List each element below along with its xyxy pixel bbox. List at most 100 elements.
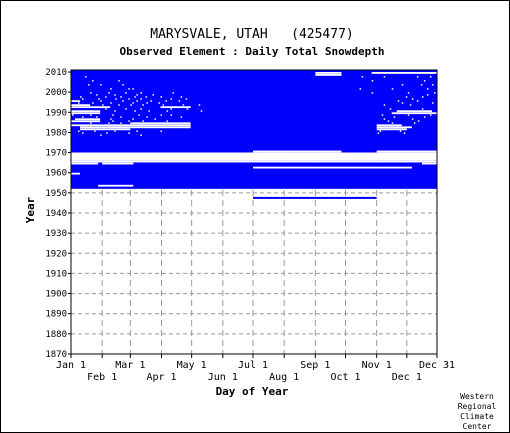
missing-day [391,122,394,124]
missing-day [431,84,434,86]
missing-segment [376,150,437,153]
missing-day [409,104,412,106]
missing-day [140,92,142,94]
missing-day [383,118,386,120]
missing-day [411,118,414,120]
missing-day [152,94,154,96]
missing-segment [71,158,437,161]
missing-day [166,120,169,122]
missing-day [110,88,112,90]
missing-day [82,116,84,118]
missing-day [180,116,183,118]
missing-day [431,102,434,104]
missing-day [136,100,138,102]
missing-segment [421,162,437,165]
missing-day [142,104,144,106]
missing-day [118,80,120,82]
missing-day [421,96,424,98]
missing-day [132,118,134,120]
missing-day [379,130,382,132]
missing-day [92,80,94,82]
missing-day [399,130,402,132]
missing-segment [71,112,101,115]
missing-day [407,114,410,116]
x-tick-label: Jul 1 [238,360,268,371]
missing-day [397,100,400,102]
missing-day [150,100,152,102]
missing-day [377,132,380,134]
missing-day [100,84,102,86]
missing-day [146,102,148,104]
missing-day [85,76,87,78]
missing-day [420,84,423,86]
credit-line-3: Climate [460,412,494,421]
x-tick-label: Mar 1 [115,360,145,371]
y-tick-label: 2010 [45,68,67,78]
missing-day [165,100,168,102]
missing-segment [71,156,437,159]
missing-day [140,98,142,100]
missing-day [94,130,96,132]
missing-day [186,108,189,110]
missing-day [411,98,414,100]
missing-segment [98,184,134,187]
missing-day [96,94,98,96]
missing-day [100,134,102,136]
missing-segment [376,128,407,131]
missing-segment [252,166,412,169]
missing-day [134,96,136,98]
missing-day [200,110,203,112]
missing-day [166,110,169,112]
y-tick-label: 1970 [45,149,67,159]
y-tick-label: 1960 [45,169,67,179]
missing-day [78,102,80,104]
x-tick-label: Dec 31 [419,360,455,371]
missing-day [105,108,107,110]
x-tick-label: Sep 1 [300,360,330,371]
y-axis-label: Year [24,196,37,223]
missing-day [108,92,110,94]
missing-day [359,88,362,90]
missing-day [421,108,424,110]
plot-border [70,69,438,355]
missing-day [405,96,408,98]
missing-day [82,98,84,100]
missing-day [90,92,92,94]
missing-day [401,84,404,86]
missing-day [154,118,156,120]
y-tick-label: 1980 [45,128,67,138]
missing-day [125,92,127,94]
missing-day [417,120,420,122]
missing-day [407,92,410,94]
missing-day [383,76,386,78]
missing-segment [315,74,342,76]
missing-day [145,96,147,98]
missing-segment [391,112,437,115]
missing-day [114,110,116,112]
plot-border-rect [70,69,438,355]
missing-day [389,108,392,110]
x-tick-label: Dec 1 [392,372,422,383]
observed-block [71,160,437,189]
missing-day [128,132,130,134]
missing-day [160,96,162,98]
missing-day [170,114,173,116]
missing-day [114,94,116,96]
missing-day [122,100,124,102]
missing-segment [102,162,134,165]
missing-segment [71,100,81,103]
missing-day [108,122,110,124]
missing-day [160,130,162,132]
x-tick-label: Nov 1 [362,360,392,371]
missing-segment [71,120,101,123]
credit-block: Western Regional Climate Center [458,392,497,431]
y-tick-label: 1950 [45,189,67,199]
missing-segment [80,126,191,129]
missing-day [96,116,98,118]
missing-day [115,98,117,100]
missing-segment [396,110,432,113]
credit-line-2: Regional [458,402,497,411]
y-tick-label: 1930 [45,229,67,239]
missing-day [185,98,188,100]
missing-day [381,114,384,116]
